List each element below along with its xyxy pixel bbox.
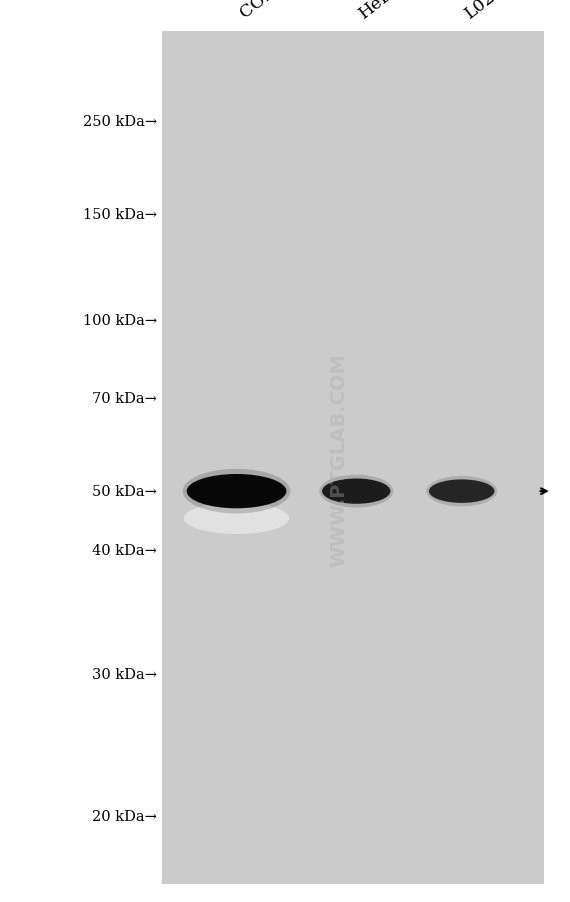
Text: 150 kDa→: 150 kDa→: [83, 207, 157, 222]
Text: 50 kDa→: 50 kDa→: [92, 484, 157, 499]
Text: COLO 320: COLO 320: [237, 0, 320, 23]
Ellipse shape: [426, 476, 497, 507]
Ellipse shape: [429, 480, 495, 503]
Text: 30 kDa→: 30 kDa→: [92, 667, 157, 681]
Text: 40 kDa→: 40 kDa→: [92, 543, 157, 557]
Ellipse shape: [184, 502, 289, 534]
Ellipse shape: [322, 479, 390, 504]
Text: 100 kDa→: 100 kDa→: [83, 313, 157, 327]
Text: 20 kDa→: 20 kDa→: [92, 809, 157, 824]
Text: 250 kDa→: 250 kDa→: [83, 115, 157, 129]
Ellipse shape: [182, 469, 290, 514]
Bar: [162, 32, 544, 884]
Ellipse shape: [186, 474, 286, 509]
Ellipse shape: [319, 475, 393, 508]
Text: 70 kDa→: 70 kDa→: [92, 391, 157, 406]
Text: L02: L02: [462, 0, 499, 23]
Text: HeLa: HeLa: [356, 0, 404, 23]
Text: WWW.PTGLAB.COM: WWW.PTGLAB.COM: [329, 354, 349, 566]
